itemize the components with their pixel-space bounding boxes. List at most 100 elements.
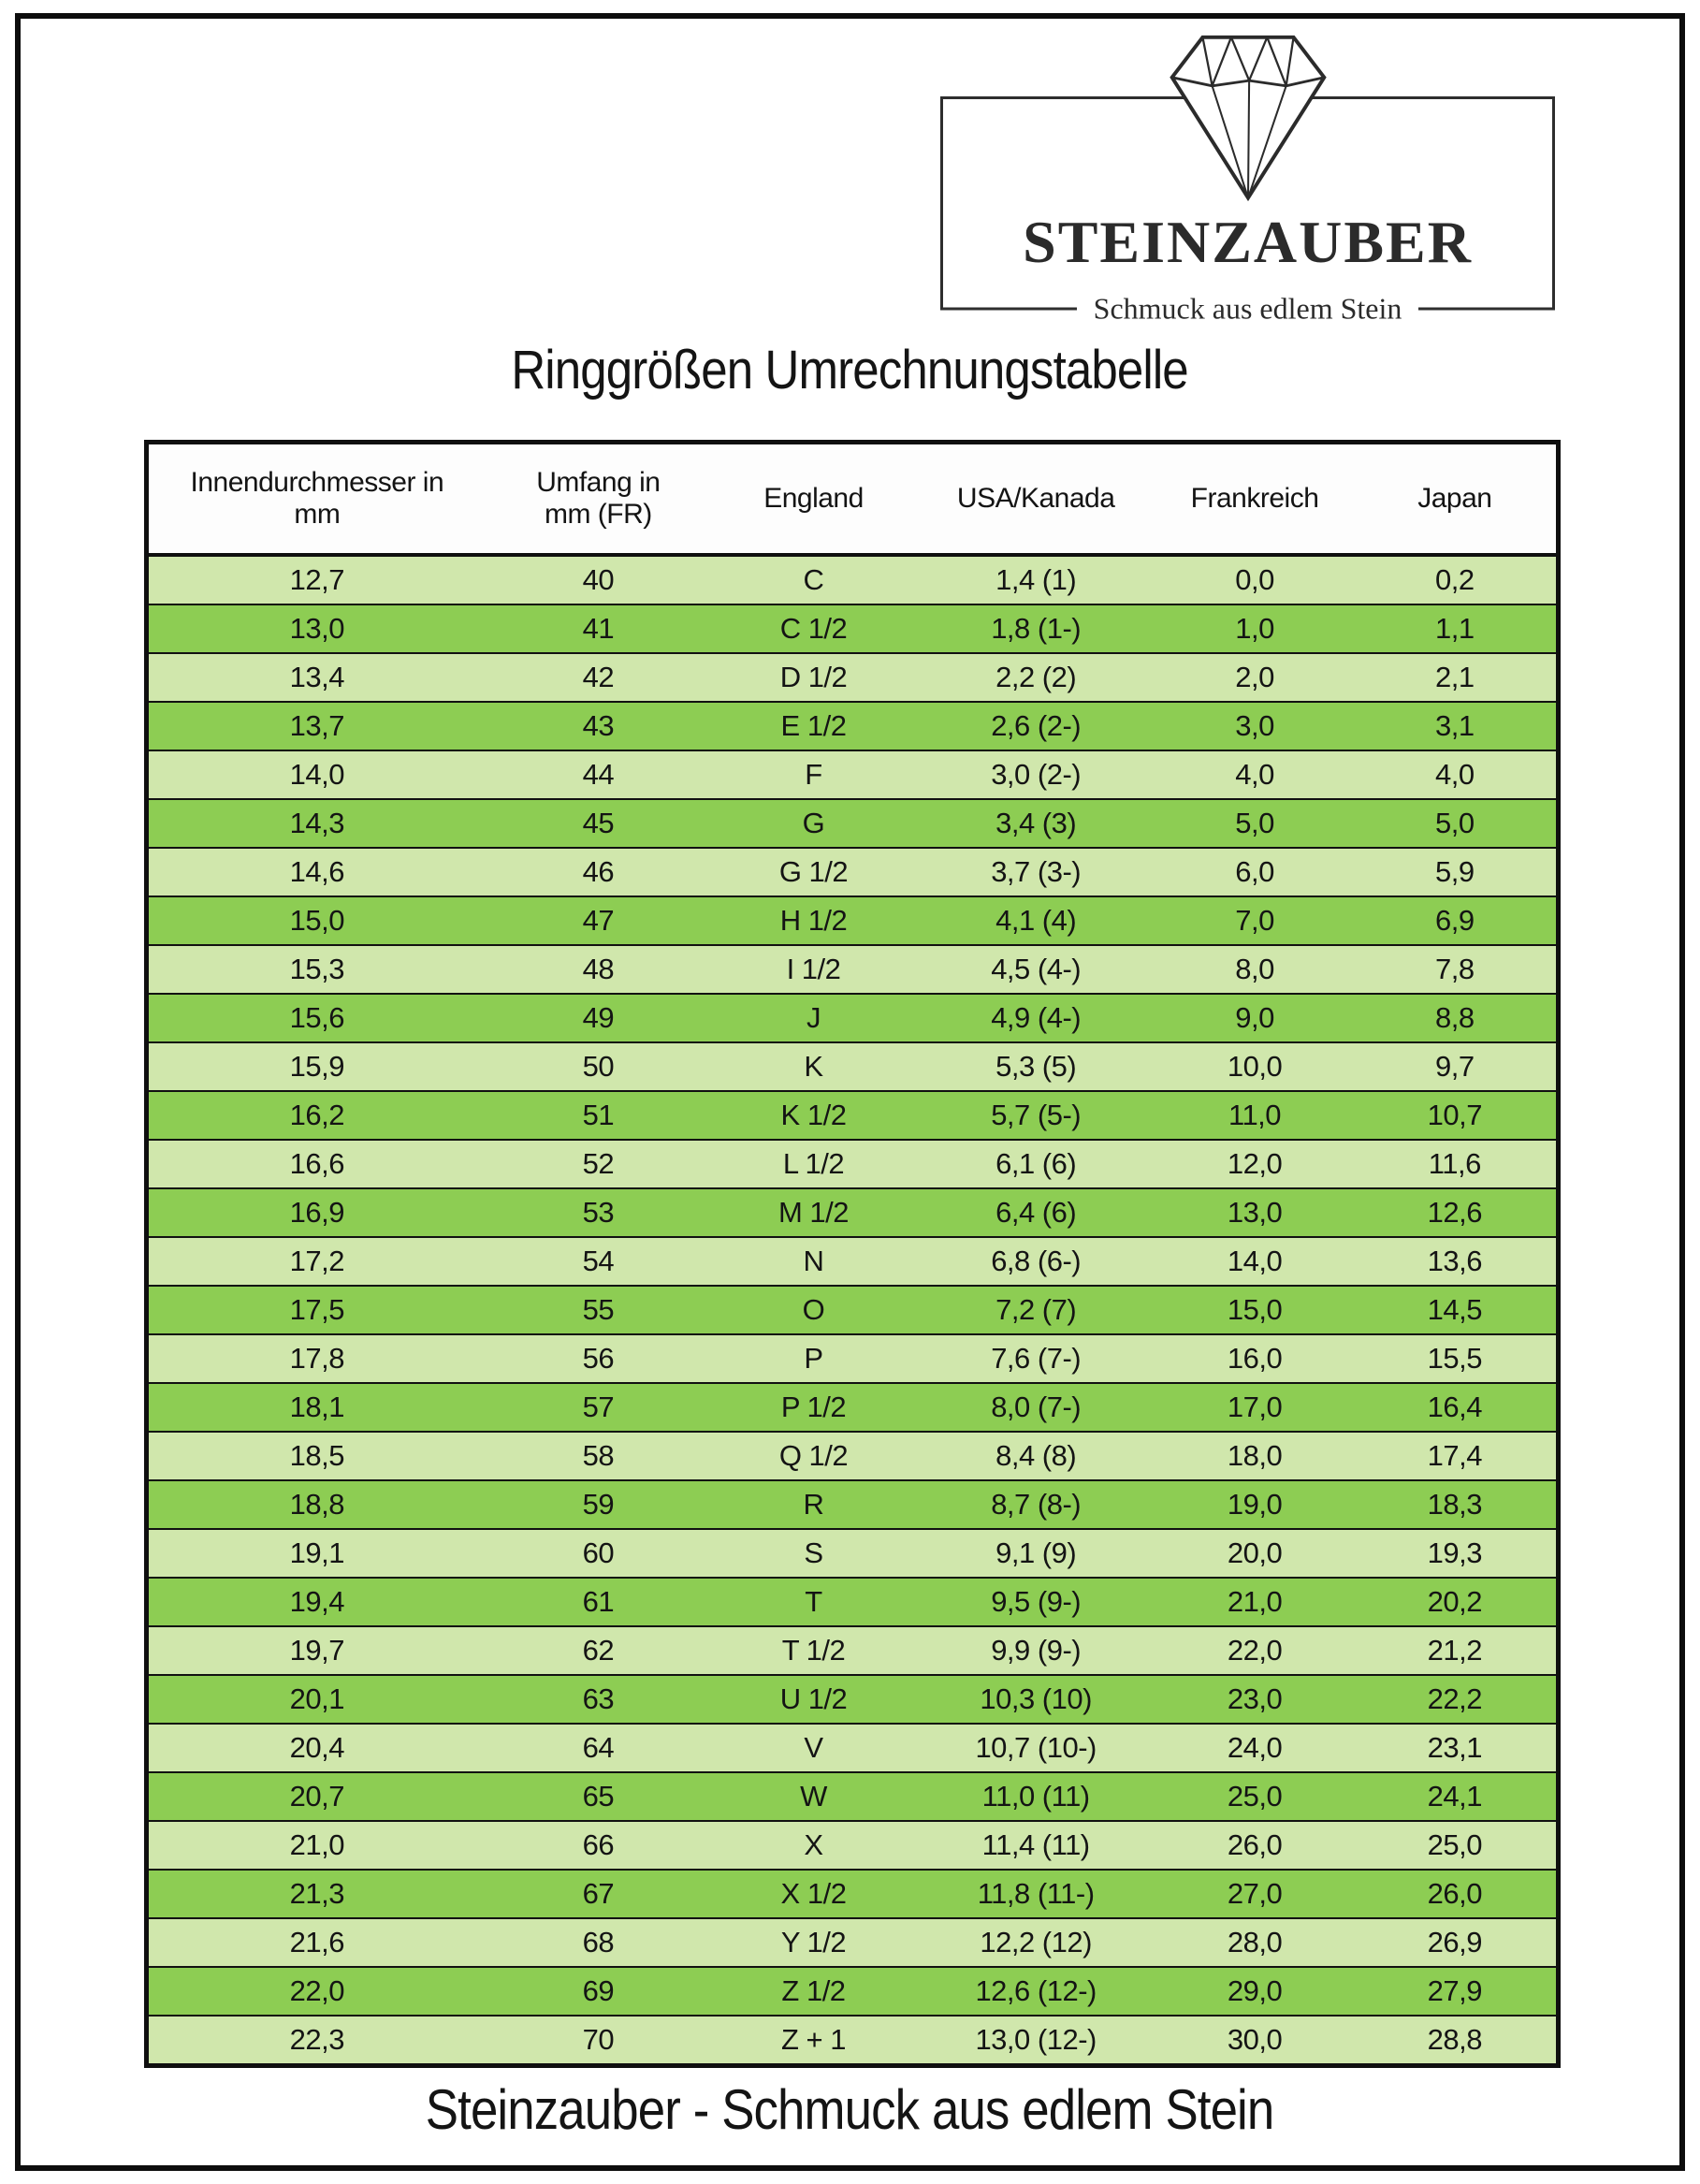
- table-row: 12,7 40 C 1,4 (1) 0,0 0,2: [146, 555, 1559, 604]
- table-cell: 18,5: [146, 1431, 486, 1480]
- table-row: 18,8 59 R 8,7 (8-) 19,0 18,3: [146, 1479, 1559, 1529]
- table-row: 16,6 52 L 1/2 6,1 (6) 12,0 11,6: [146, 1139, 1559, 1188]
- table-row: 20,7 65 W 11,0 (11) 25,0 24,1: [146, 1771, 1559, 1821]
- table-cell: 0,2: [1353, 555, 1559, 604]
- table-cell: 62: [485, 1625, 712, 1675]
- table-cell: 1,1: [1353, 604, 1559, 653]
- table-cell: 64: [485, 1723, 712, 1772]
- table-cell: 7,0: [1155, 895, 1354, 945]
- table-cell: 13,7: [146, 701, 486, 750]
- table-cell: 23,0: [1155, 1674, 1354, 1724]
- table-cell: 28,8: [1353, 2015, 1559, 2066]
- table-cell: 20,1: [146, 1674, 486, 1724]
- table-cell: 13,6: [1353, 1236, 1559, 1286]
- table-cell: G 1/2: [711, 847, 916, 896]
- table-cell: 60: [485, 1528, 712, 1578]
- table-cell: 5,7 (5-): [915, 1090, 1156, 1140]
- table-cell: 22,2: [1353, 1674, 1559, 1724]
- table-cell: 8,0 (7-): [915, 1382, 1156, 1432]
- table-cell: 15,5: [1353, 1333, 1559, 1383]
- table-cell: 18,3: [1353, 1479, 1559, 1529]
- table-cell: 2,0: [1155, 652, 1354, 702]
- table-row: 19,4 61 T 9,5 (9-) 21,0 20,2: [146, 1577, 1559, 1626]
- table-cell: 22,3: [146, 2015, 486, 2066]
- table-cell: 21,2: [1353, 1625, 1559, 1675]
- table-row: 21,0 66 X 11,4 (11) 26,0 25,0: [146, 1820, 1559, 1870]
- table-cell: I 1/2: [711, 944, 916, 994]
- table-cell: 1,8 (1-): [915, 604, 1156, 653]
- table-cell: S: [711, 1528, 916, 1578]
- table-cell: 53: [485, 1187, 712, 1237]
- table-cell: O: [711, 1285, 916, 1334]
- table-row: 21,6 68 Y 1/2 12,2 (12) 28,0 26,9: [146, 1917, 1559, 1967]
- table-cell: 12,7: [146, 555, 486, 604]
- table-cell: 47: [485, 895, 712, 945]
- table-cell: 13,0 (12-): [915, 2015, 1156, 2066]
- table-cell: 12,0: [1155, 1139, 1354, 1188]
- table-cell: 69: [485, 1966, 712, 2016]
- table-cell: 40: [485, 555, 712, 604]
- table-cell: 59: [485, 1479, 712, 1529]
- table-body: 12,7 40 C 1,4 (1) 0,0 0,2 13,0 41 C 1/2 1,8 (1-) 1…: [146, 555, 1559, 2066]
- table-cell: 19,1: [146, 1528, 486, 1578]
- table-cell: 18,1: [146, 1382, 486, 1432]
- table-cell: 4,0: [1353, 750, 1559, 799]
- table-cell: 8,8: [1353, 993, 1559, 1042]
- table-cell: 17,8: [146, 1333, 486, 1383]
- table-cell: 7,6 (7-): [915, 1333, 1156, 1383]
- column-header: Frankreich: [1155, 442, 1354, 557]
- table-cell: 0,0: [1155, 555, 1354, 604]
- table-cell: 6,1 (6): [915, 1139, 1156, 1188]
- table-row: 17,5 55 O 7,2 (7) 15,0 14,5: [146, 1285, 1559, 1334]
- table-cell: 3,0: [1155, 701, 1354, 750]
- table-cell: 14,3: [146, 798, 486, 848]
- table-cell: 15,9: [146, 1041, 486, 1091]
- table-cell: Z 1/2: [711, 1966, 916, 2016]
- table-cell: 26,0: [1155, 1820, 1354, 1870]
- column-header: Umfang in mm (FR): [485, 442, 712, 557]
- diamond-icon: [1169, 35, 1327, 202]
- table-cell: 27,0: [1155, 1869, 1354, 1918]
- table-cell: 17,2: [146, 1236, 486, 1286]
- table-cell: 3,0 (2-): [915, 750, 1156, 799]
- table-cell: 44: [485, 750, 712, 799]
- tagline-rule-right: [1418, 307, 1555, 311]
- column-header: Japan: [1353, 442, 1559, 557]
- table-cell: T: [711, 1577, 916, 1626]
- table-cell: 68: [485, 1917, 712, 1967]
- table-cell: 8,7 (8-): [915, 1479, 1156, 1529]
- table-cell: 14,6: [146, 847, 486, 896]
- table-cell: 10,7 (10-): [915, 1723, 1156, 1772]
- table-cell: 19,4: [146, 1577, 486, 1626]
- table-cell: 5,9: [1353, 847, 1559, 896]
- table-row: 15,9 50 K 5,3 (5) 10,0 9,7: [146, 1041, 1559, 1091]
- footer-text: Steinzauber - Schmuck aus edlem Stein: [426, 2078, 1274, 2141]
- table-cell: 9,7: [1353, 1041, 1559, 1091]
- table-cell: 54: [485, 1236, 712, 1286]
- table-cell: C 1/2: [711, 604, 916, 653]
- table-cell: 4,0: [1155, 750, 1354, 799]
- table-cell: 24,0: [1155, 1723, 1354, 1772]
- table-cell: 8,0: [1155, 944, 1354, 994]
- table-cell: 4,5 (4-): [915, 944, 1156, 994]
- table-row: 17,8 56 P 7,6 (7-) 16,0 15,5: [146, 1333, 1559, 1383]
- table-cell: 9,5 (9-): [915, 1577, 1156, 1626]
- table-cell: C: [711, 555, 916, 604]
- column-header: USA/Kanada: [915, 442, 1156, 557]
- table-cell: 20,0: [1155, 1528, 1354, 1578]
- table-row: 22,3 70 Z + 1 13,0 (12-) 30,0 28,8: [146, 2015, 1559, 2066]
- tagline-text: Schmuck aus edlem Stein: [1093, 291, 1402, 326]
- table-cell: V: [711, 1723, 916, 1772]
- table-cell: 16,6: [146, 1139, 486, 1188]
- table-cell: 4,9 (4-): [915, 993, 1156, 1042]
- table-cell: 25,0: [1353, 1820, 1559, 1870]
- table-cell: 58: [485, 1431, 712, 1480]
- table-cell: 18,8: [146, 1479, 486, 1529]
- table-cell: 26,0: [1353, 1869, 1559, 1918]
- table-cell: 52: [485, 1139, 712, 1188]
- table-cell: Y 1/2: [711, 1917, 916, 1967]
- table-cell: P: [711, 1333, 916, 1383]
- table-cell: 1,0: [1155, 604, 1354, 653]
- table-cell: U 1/2: [711, 1674, 916, 1724]
- table-cell: 4,1 (4): [915, 895, 1156, 945]
